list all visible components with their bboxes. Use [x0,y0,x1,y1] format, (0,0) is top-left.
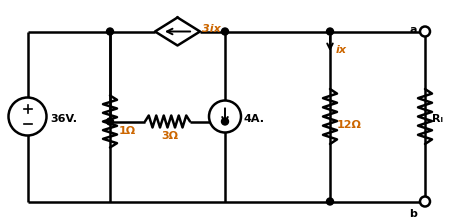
Text: 3ix: 3ix [202,24,221,34]
Circle shape [221,28,229,35]
Text: a: a [409,25,417,35]
Circle shape [107,118,114,125]
Circle shape [327,28,334,35]
Text: ix: ix [336,45,347,55]
Text: b: b [409,209,417,219]
Circle shape [8,97,47,136]
Text: 12Ω: 12Ω [337,119,362,129]
Circle shape [107,28,114,35]
Circle shape [327,198,334,205]
Text: 4A.: 4A. [244,114,265,124]
Circle shape [420,26,430,37]
Circle shape [221,118,229,125]
Circle shape [420,196,430,207]
Circle shape [209,101,241,133]
Text: Rₗ: Rₗ [432,114,443,123]
Text: 3Ω: 3Ω [162,131,178,141]
Text: 1Ω: 1Ω [119,126,136,136]
Text: 36V.: 36V. [50,114,77,124]
